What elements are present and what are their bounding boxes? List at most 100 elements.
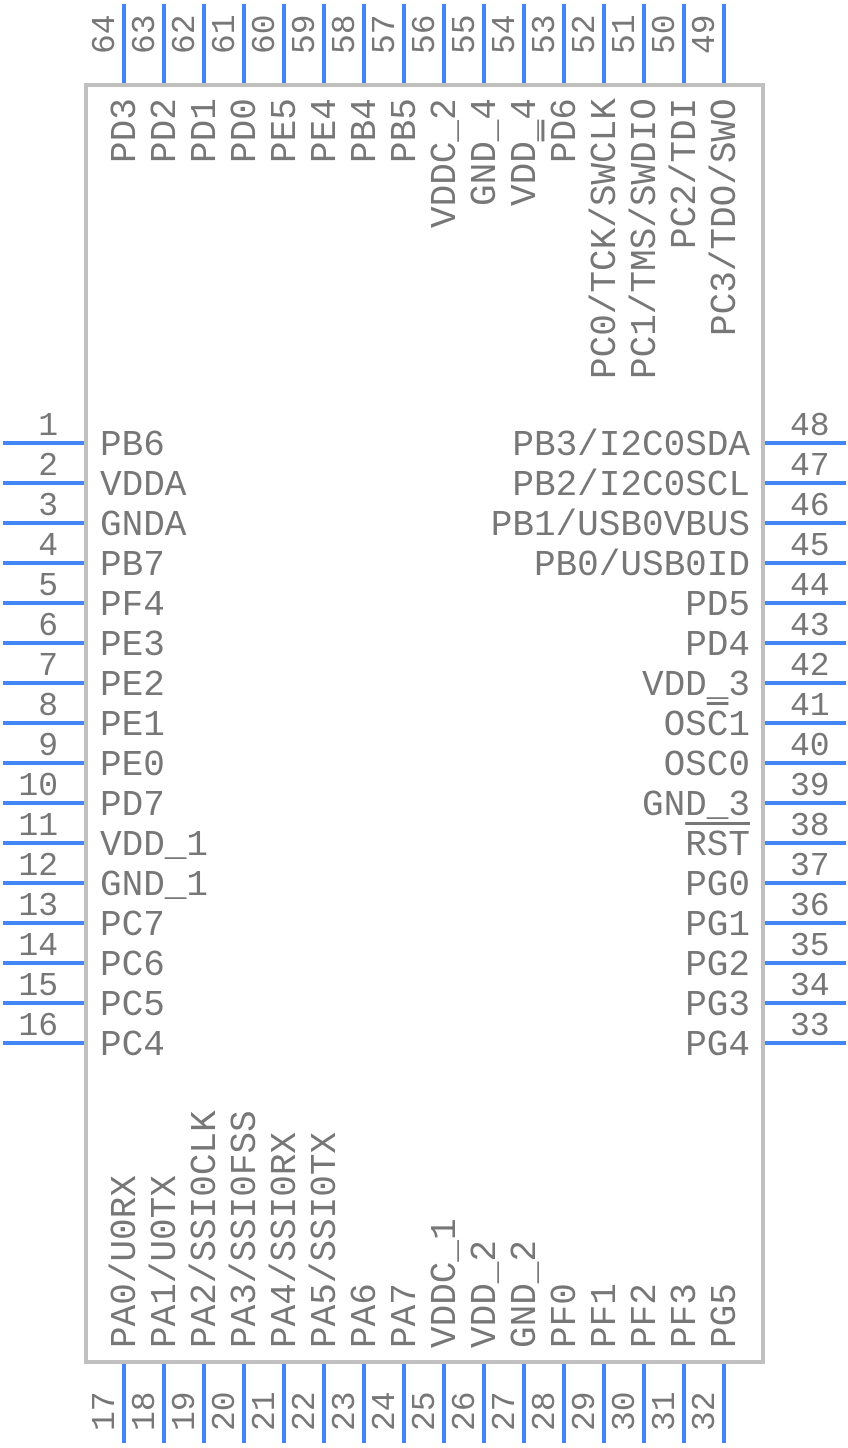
pin-label-43: PD4 <box>685 625 750 666</box>
pin-line-9 <box>3 761 84 765</box>
pin-number-2: 2 <box>38 448 58 485</box>
pin-number-14: 14 <box>18 928 58 965</box>
pin-number-38: 38 <box>790 808 830 845</box>
pin-label-54: VDD_4 <box>505 98 546 207</box>
pin-line-5 <box>3 601 84 605</box>
pin-line-29 <box>602 1364 606 1443</box>
pin-number-20: 20 <box>207 1391 244 1431</box>
pin-number-39: 39 <box>790 768 830 805</box>
pin-label-48: PB3/I2C0SDA <box>512 425 750 466</box>
pin-number-55: 55 <box>447 14 484 54</box>
pin-label-36: PG1 <box>685 905 750 946</box>
pin-label-46: PB1/USB0VBUS <box>490 505 750 546</box>
pin-number-27: 27 <box>487 1391 524 1431</box>
pin-line-49 <box>722 4 726 83</box>
pin-number-36: 36 <box>790 888 830 925</box>
pin-number-26: 26 <box>447 1391 484 1431</box>
pin-label-5: PF4 <box>100 585 165 626</box>
pin-number-61: 61 <box>207 14 244 54</box>
pin-label-33: PG4 <box>685 1025 750 1066</box>
pin-number-56: 56 <box>407 14 444 54</box>
pin-label-42: VDD_3 <box>641 665 750 706</box>
pin-number-62: 62 <box>167 14 204 54</box>
pin-line-15 <box>3 1001 84 1005</box>
pin-line-40 <box>765 761 846 765</box>
pin-line-38 <box>765 841 846 845</box>
pin-label-60: PE5 <box>265 98 306 163</box>
pin-line-34 <box>765 1001 846 1005</box>
pin-line-13 <box>3 921 84 925</box>
pin-line-33 <box>765 1041 846 1045</box>
pin-number-25: 25 <box>407 1391 444 1431</box>
pin-line-51 <box>642 4 646 83</box>
pin-line-48 <box>765 441 846 445</box>
pin-label-19: PA2/SSI0CLK <box>185 1110 226 1348</box>
pin-number-10: 10 <box>18 768 58 805</box>
pin-label-12: GND_1 <box>100 865 209 906</box>
pin-label-61: PD0 <box>225 98 266 163</box>
pin-label-41: OSC1 <box>664 708 750 744</box>
pin-line-43 <box>765 641 846 645</box>
pin-line-31 <box>682 1364 686 1443</box>
pin-label-26: VDD_2 <box>465 1239 506 1348</box>
pin-label-64: PD3 <box>105 98 146 163</box>
pin-number-51: 51 <box>607 14 644 54</box>
pin-number-17: 17 <box>87 1391 124 1431</box>
pin-label-27: GND_2 <box>505 1239 546 1348</box>
pin-line-57 <box>402 4 406 83</box>
pin-number-60: 60 <box>247 14 284 54</box>
pin-label-63: PD2 <box>145 98 186 163</box>
pin-line-50 <box>682 4 686 83</box>
pin-label-38: RST <box>685 828 750 864</box>
pin-label-7: PE2 <box>100 665 165 706</box>
pin-number-15: 15 <box>18 968 58 1005</box>
pin-line-55 <box>482 4 486 83</box>
pin-label-part: 1 <box>728 705 750 746</box>
pin-number-44: 44 <box>790 568 830 605</box>
pin-number-7: 7 <box>38 648 58 685</box>
pin-line-52 <box>602 4 606 83</box>
pin-line-17 <box>122 1364 126 1443</box>
pin-label-part: P <box>545 141 586 163</box>
pin-number-1: 1 <box>38 408 58 445</box>
pin-label-47: PB2/I2C0SCL <box>512 465 750 506</box>
pin-line-46 <box>765 521 846 525</box>
pin-line-16 <box>3 1041 84 1045</box>
pin-line-44 <box>765 601 846 605</box>
pin-line-18 <box>162 1364 166 1443</box>
pin-label-28: PF0 <box>545 1283 586 1348</box>
pin-line-14 <box>3 961 84 965</box>
pin-number-3: 3 <box>38 488 58 525</box>
pin-label-9: PE0 <box>100 745 165 786</box>
pin-number-32: 32 <box>687 1391 724 1431</box>
pin-label-29: PF1 <box>585 1283 626 1348</box>
pin-line-58 <box>362 4 366 83</box>
pin-number-42: 42 <box>790 648 830 685</box>
pin-label-55: GND_4 <box>465 98 506 207</box>
pin-label-overline-part: RST <box>685 825 750 866</box>
pin-number-19: 19 <box>167 1391 204 1431</box>
pin-line-25 <box>442 1364 446 1443</box>
pin-number-47: 47 <box>790 448 830 485</box>
pin-line-19 <box>202 1364 206 1443</box>
pin-number-34: 34 <box>790 968 830 1005</box>
pin-label-45: PB0/USB0ID <box>533 545 750 586</box>
pin-number-33: 33 <box>790 1008 830 1045</box>
pin-line-28 <box>562 1364 566 1443</box>
pin-label-56: VDDC_2 <box>425 98 466 228</box>
pin-label-11: VDD_1 <box>100 825 209 866</box>
pin-label-2: VDDA <box>100 465 187 506</box>
pin-line-41 <box>765 721 846 725</box>
pin-line-60 <box>282 4 286 83</box>
pin-line-54 <box>522 4 526 83</box>
pin-number-37: 37 <box>790 848 830 885</box>
pin-label-40: OSC0 <box>663 745 750 786</box>
pin-number-16: 16 <box>18 1008 58 1045</box>
pin-label-1: PB6 <box>100 425 165 466</box>
pin-label-58: PB4 <box>345 98 386 163</box>
pin-number-22: 22 <box>287 1391 324 1431</box>
pin-line-1 <box>3 441 84 445</box>
pin-label-34: PG3 <box>685 985 750 1026</box>
pin-line-27 <box>522 1364 526 1443</box>
